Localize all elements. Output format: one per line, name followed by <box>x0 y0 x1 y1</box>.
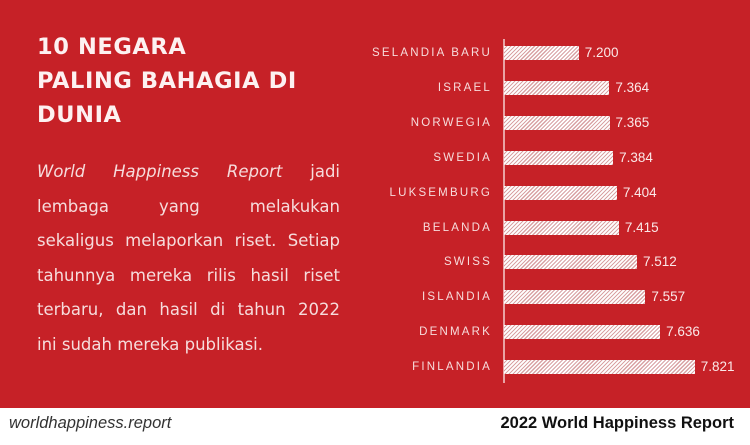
description-line: lembaga yang melakukan <box>37 196 340 216</box>
chart-row: ISLANDIA 7.557 <box>360 287 750 307</box>
red-panel: 10 NEGARA PALING BAHAGIA DI DUNIA World … <box>0 0 750 408</box>
description-line: World Happiness Report jadi <box>37 162 340 181</box>
score-value: 7.636 <box>666 324 700 340</box>
country-label: ISLANDIA <box>421 291 492 304</box>
chart-row: ISRAEL 7.364 <box>360 78 750 98</box>
score-value: 7.200 <box>584 45 619 60</box>
country-label: NORWEGIA <box>410 116 492 129</box>
chart-row: FINLANDIA 7.821 <box>360 357 750 377</box>
chart-row: LUKSEMBURG 7.404 <box>360 183 750 203</box>
score-value: 7.415 <box>624 219 659 235</box>
report-title: 2022 World Happiness Report <box>500 414 734 432</box>
country-label: ISRAEL <box>437 81 492 94</box>
score-value: 7.557 <box>651 289 686 305</box>
score-bar <box>504 290 646 305</box>
title-line-3: DUNIA <box>37 102 122 128</box>
description-paragraph: World Happiness Report jadi lembaga yang… <box>37 155 340 362</box>
country-label: SWEDIA <box>433 151 492 164</box>
report-name: World Happiness Report <box>37 162 283 181</box>
score-value: 7.364 <box>615 79 650 95</box>
description-line: sekaligus melaporkan riset. Setiap <box>37 231 340 250</box>
score-bar <box>504 360 695 375</box>
chart-row: SWISS 7.512 <box>360 252 750 272</box>
chart-axis-line <box>503 39 505 383</box>
score-bar <box>504 325 661 340</box>
score-value: 7.365 <box>615 114 650 130</box>
score-bar <box>504 46 579 60</box>
country-label: LUKSEMBURG <box>389 186 492 199</box>
country-label: SWISS <box>443 256 492 269</box>
country-label: BELANDA <box>422 221 492 234</box>
country-label: FINLANDIA <box>412 361 492 374</box>
score-value: 7.821 <box>700 359 735 375</box>
page-title: 10 NEGARA PALING BAHAGIA DI DUNIA <box>37 30 337 132</box>
score-bar <box>504 220 619 235</box>
score-value: 7.404 <box>622 184 657 200</box>
title-line-1: 10 NEGARA <box>37 34 187 60</box>
score-bar <box>504 115 610 130</box>
score-bar <box>504 150 614 165</box>
description-line: terbaru, dan hasil di tahun 2022 <box>37 300 340 319</box>
score-value: 7.512 <box>643 254 677 270</box>
score-bar <box>504 185 617 200</box>
score-bar <box>504 255 637 270</box>
chart-row: DENMARK 7.636 <box>360 322 750 342</box>
description-line: tahunnya mereka rilis hasil riset <box>37 265 340 285</box>
chart-row: SELANDIA BARU 7.200 <box>360 43 750 63</box>
country-label: SELANDIA BARU <box>372 47 492 59</box>
score-value: 7.384 <box>619 149 653 165</box>
chart-row: BELANDA 7.415 <box>360 218 750 238</box>
score-bar <box>504 80 610 95</box>
chart-row: NORWEGIA 7.365 <box>360 113 750 133</box>
chart-row: SWEDIA 7.384 <box>360 148 750 168</box>
country-label: DENMARK <box>419 326 492 339</box>
source-link[interactable]: worldhappiness.report <box>9 414 172 432</box>
bar-chart: SELANDIA BARU 7.200 ISRAEL 7.364 NORWEGIA 7.3… <box>360 36 750 386</box>
title-line-2: PALING BAHAGIA DI <box>37 68 297 94</box>
description-line: ini sudah mereka publikasi. <box>37 334 264 354</box>
